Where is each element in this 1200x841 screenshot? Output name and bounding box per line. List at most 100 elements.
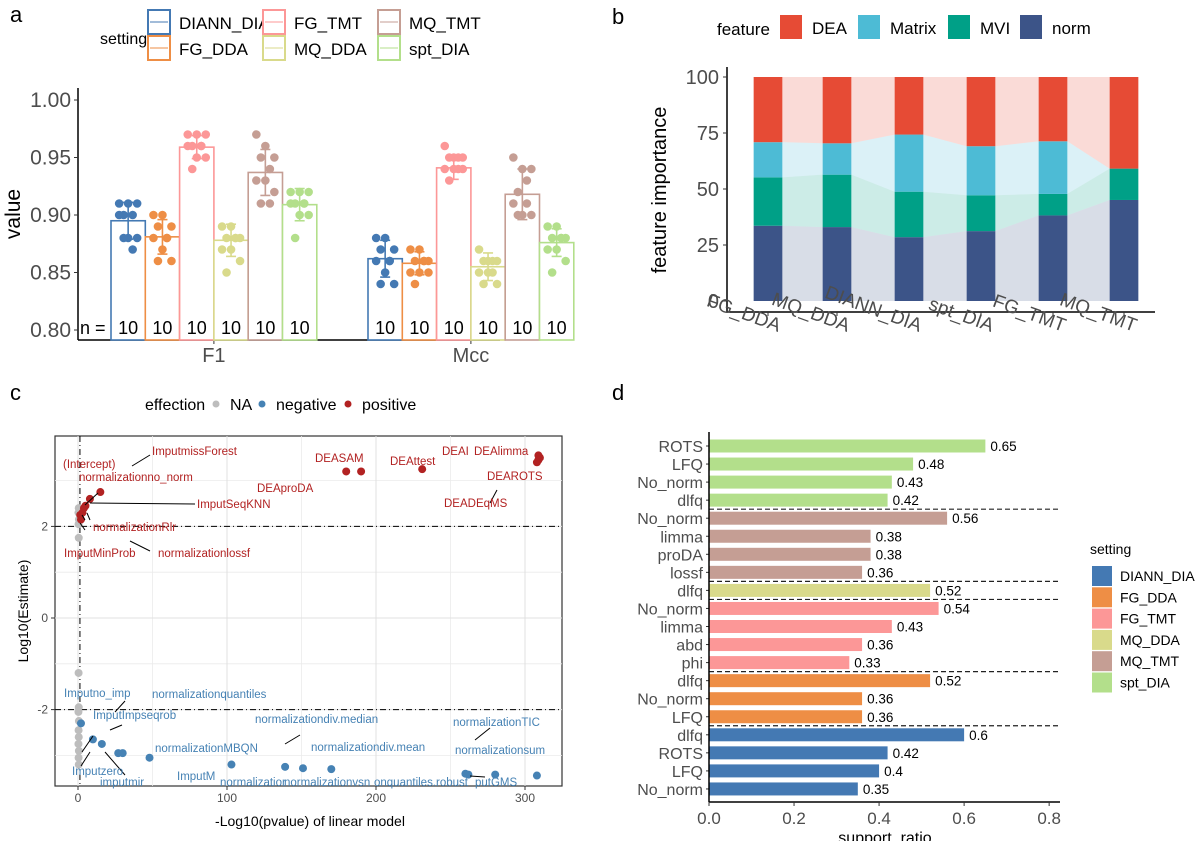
legend-label-norm: norm (1052, 19, 1091, 38)
legend-label-MQ_DDA: MQ_DDA (1120, 632, 1181, 648)
bar-DEA-MQ_TMT (1109, 77, 1139, 169)
data-point-FG_TMT (440, 164, 450, 174)
data-point-MQ_DDA (217, 245, 227, 254)
legend-title: effection (145, 397, 205, 414)
n-label: n = (80, 318, 106, 338)
bar-FG_TMT-Mcc (435, 167, 472, 341)
y-tick-label: abd (676, 638, 703, 655)
flow-band-DEA (851, 77, 895, 144)
point-label: ImputSeqKNN (197, 499, 271, 511)
n-count: 10 (444, 318, 464, 338)
bar-value-label: 0.36 (867, 565, 893, 580)
data-point-MQ_DDA (231, 233, 240, 243)
point-label: onquantiles.robust (374, 777, 469, 789)
legend-label-spt_DIA: spt_DIA (1120, 675, 1170, 691)
data-point-FG_DDA (153, 222, 163, 231)
label-leader-line (469, 775, 486, 778)
data-point-MQ_TMT (252, 130, 261, 139)
data-point-MQ_TMT (513, 187, 523, 197)
bar-FG_TMT-F1 (178, 146, 215, 341)
flow-band-norm (851, 227, 895, 301)
bar-value-label: 0.33 (854, 656, 880, 671)
point-label: normalizationTIC (453, 717, 540, 729)
data-point-DIANN_DIA (132, 199, 142, 208)
data-point-spt_DIA (304, 187, 313, 197)
bar-value-label: 0.42 (893, 493, 919, 508)
data-point-MQ_TMT (527, 164, 536, 174)
data-point-DIANN_DIA (119, 233, 128, 243)
data-point-spt_DIA (547, 233, 557, 243)
data-point-DIANN_DIA (128, 245, 137, 254)
y-tick-label: 2 (41, 519, 48, 533)
data-point-FG_DDA (410, 279, 420, 289)
data-point-positive (85, 494, 94, 503)
data-point-MQ_DDA (222, 268, 231, 277)
data-point-positive (357, 467, 366, 476)
y-tick-label: proDA (658, 547, 704, 564)
data-point-MQ_TMT (256, 153, 266, 162)
data-point-FG_DDA (162, 233, 172, 243)
bar-value-label: 0.36 (867, 692, 893, 707)
data-point-FG_TMT (444, 153, 454, 162)
data-point-FG_DDA (410, 256, 420, 266)
label-leader-line (114, 700, 126, 713)
data-point-NA (74, 753, 83, 762)
legend-label-Matrix: Matrix (890, 19, 937, 38)
n-count: 10 (290, 318, 310, 338)
legend-title: setting (1090, 541, 1131, 557)
legend-label-MQ_TMT: MQ_TMT (1120, 653, 1180, 669)
flow-band-Matrix (995, 141, 1039, 196)
data-point-FG_DDA (406, 268, 415, 277)
n-count: 10 (409, 318, 429, 338)
point-label: (Intercept) (63, 459, 116, 471)
y-tick-label: 0.90 (30, 204, 71, 227)
bar-MQ_TMT-F1 (247, 171, 284, 341)
legend-label-spt_DIA: spt_DIA (409, 40, 470, 59)
panel-c-label: c (10, 380, 21, 405)
data-point-DIANN_DIA (380, 233, 390, 243)
y-tick-label: 1.00 (30, 89, 71, 112)
data-point-FG_DDA (149, 210, 158, 220)
x-tick-label: 100 (217, 791, 237, 805)
bar-value-label: 0.36 (867, 638, 893, 653)
data-point-MQ_TMT (261, 141, 270, 151)
x-tick-label: 0.6 (952, 809, 976, 828)
point-label: imputmir (100, 777, 144, 789)
legend-key-FG_TMT (1092, 608, 1112, 629)
data-point-FG_TMT (183, 130, 193, 139)
data-point-NA (74, 739, 83, 748)
bar-FG_TMT-No_norm (709, 601, 939, 615)
data-point-positive (96, 488, 105, 497)
flow-band-MVI (995, 193, 1039, 232)
flow-band-Matrix (851, 134, 895, 192)
label-leader-line (81, 735, 94, 753)
legend-label-DIANN_DIA: DIANN_DIA (179, 14, 270, 33)
data-point-FG_TMT (453, 153, 463, 162)
y-tick-label: ROTS (659, 439, 703, 456)
bar-DIANN_DIA-ROTS (709, 746, 888, 760)
label-leader-line (129, 540, 151, 552)
bar-value-label: 0.54 (944, 601, 971, 616)
data-point-MQ_DDA (483, 268, 493, 277)
point-label: ImputmissForest (152, 446, 238, 458)
data-point-MQ_TMT (261, 176, 270, 185)
bar-DEA-spt_DIA (966, 77, 996, 147)
legend-key-MQ_DDA (1092, 629, 1112, 650)
label-leader-line (474, 727, 491, 741)
data-point-positive (76, 510, 85, 519)
data-point-spt_DIA (556, 233, 566, 243)
data-point-MQ_DDA (474, 268, 484, 277)
flow-band-norm (923, 231, 967, 301)
label-leader-line (489, 489, 498, 504)
data-point-DIANN_DIA (385, 256, 394, 266)
flow-band-MVI (923, 191, 967, 238)
data-point-FG_TMT (201, 130, 211, 139)
data-point-FG_DDA (149, 233, 158, 243)
data-point-FG_TMT (201, 153, 211, 162)
bar-DIANN_DIA-LFQ (709, 764, 880, 778)
data-point-negative (88, 735, 97, 744)
data-point-FG_TMT (449, 164, 459, 174)
bar-value-label: 0.43 (897, 475, 923, 490)
legend-key-Matrix (858, 15, 880, 39)
data-point-FG_TMT (458, 164, 468, 174)
